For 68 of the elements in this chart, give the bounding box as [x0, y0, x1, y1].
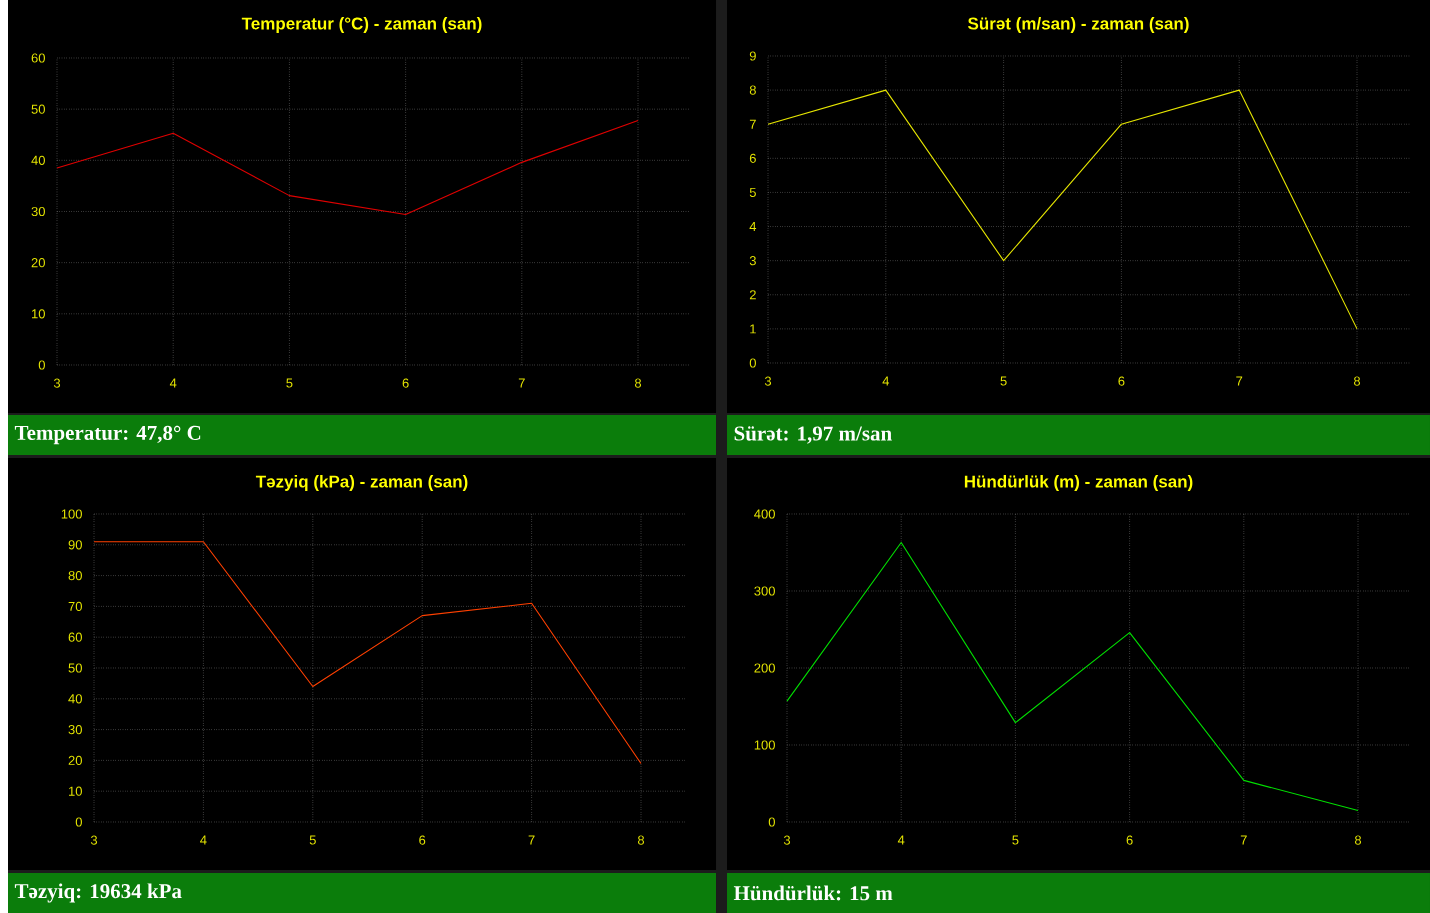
x-tick-label: 6 — [1118, 376, 1125, 386]
line-series — [56, 119, 639, 216]
x-tick-label: 8 — [634, 378, 642, 388]
y-tick-label: 0 — [38, 360, 45, 370]
y-tick-label: 400 — [754, 509, 775, 519]
y-tick-label: 80 — [68, 570, 82, 581]
y-tick-label: 60 — [31, 53, 45, 63]
y-tick-label: 4 — [749, 222, 757, 232]
y-tick-label: 0 — [768, 817, 775, 827]
y-tick-label: 100 — [754, 740, 775, 750]
line-series — [93, 541, 642, 765]
text: Hündürlük: 15 m — [733, 885, 893, 901]
x-tick-label: 7 — [528, 835, 535, 845]
x-tick-label: 7 — [1240, 835, 1247, 845]
x-tick-label: 5 — [1000, 376, 1007, 386]
y-tick-label: 9 — [749, 51, 756, 61]
y-tick-label: 10 — [32, 309, 45, 319]
y-tick-label: 300 — [754, 586, 775, 596]
y-tick-label: 50 — [31, 104, 45, 114]
chart-title: Hündürlük (m) - zaman (san) — [964, 475, 1193, 491]
y-tick-label: 1 — [750, 324, 756, 334]
x-tick-label: 8 — [1354, 835, 1362, 845]
text: Sürət: 1,97 m/san — [734, 426, 892, 444]
y-tick-label: 0 — [75, 817, 82, 827]
x-tick-label: 6 — [1126, 835, 1133, 845]
y-tick-label: 3 — [749, 256, 756, 266]
y-tick-label: 8 — [749, 85, 756, 95]
x-tick-label: 6 — [419, 835, 426, 845]
x-tick-label: 5 — [286, 378, 293, 388]
y-tick-label: 6 — [749, 153, 756, 163]
x-tick-label: 4 — [897, 835, 905, 845]
y-tick-label: 5 — [749, 187, 756, 197]
y-tick-label: 100 — [61, 509, 82, 519]
x-tick-label: 7 — [518, 378, 525, 388]
y-tick-label: 7 — [749, 119, 756, 129]
line-series — [767, 89, 1358, 330]
x-tick-label: 5 — [309, 835, 316, 845]
x-tick-label: 4 — [200, 835, 207, 845]
x-tick-label: 3 — [783, 835, 791, 845]
y-tick-label: 20 — [31, 258, 45, 268]
y-tick-label: 10 — [69, 786, 82, 796]
chart-title: Sürət (m/san) - zaman (san) — [968, 17, 1189, 33]
y-tick-label: 60 — [68, 632, 82, 642]
x-tick-label: 3 — [90, 835, 98, 845]
text: Temperatur: 47,8° C — [14, 425, 201, 445]
y-tick-label: 200 — [754, 663, 775, 673]
y-tick-label: 0 — [749, 358, 756, 368]
text: Təzyiq: 19634 kPa — [14, 883, 182, 903]
y-tick-label: 20 — [68, 755, 82, 765]
y-tick-label: 40 — [68, 694, 82, 704]
x-tick-label: 7 — [1236, 376, 1243, 386]
y-tick-label: 50 — [68, 663, 82, 673]
x-tick-label: 8 — [637, 835, 645, 845]
y-tick-label: 2 — [749, 290, 756, 300]
chart-title: Təzyiq (kPa) - zaman (san) — [255, 475, 468, 491]
x-tick-label: 8 — [1353, 376, 1361, 386]
y-tick-label: 40 — [31, 155, 45, 165]
y-tick-label: 30 — [31, 206, 45, 217]
x-tick-label: 4 — [169, 378, 177, 388]
y-tick-label: 90 — [68, 540, 82, 550]
x-tick-label: 6 — [402, 378, 409, 388]
y-tick-label: 30 — [68, 724, 82, 735]
line-series — [786, 541, 1359, 811]
y-tick-label: 70 — [68, 601, 82, 611]
x-tick-label: 3 — [53, 378, 61, 388]
x-tick-label: 4 — [882, 376, 890, 386]
x-tick-label: 5 — [1012, 835, 1019, 845]
chart-title: Temperatur (°C) - zaman (san) — [241, 17, 482, 33]
